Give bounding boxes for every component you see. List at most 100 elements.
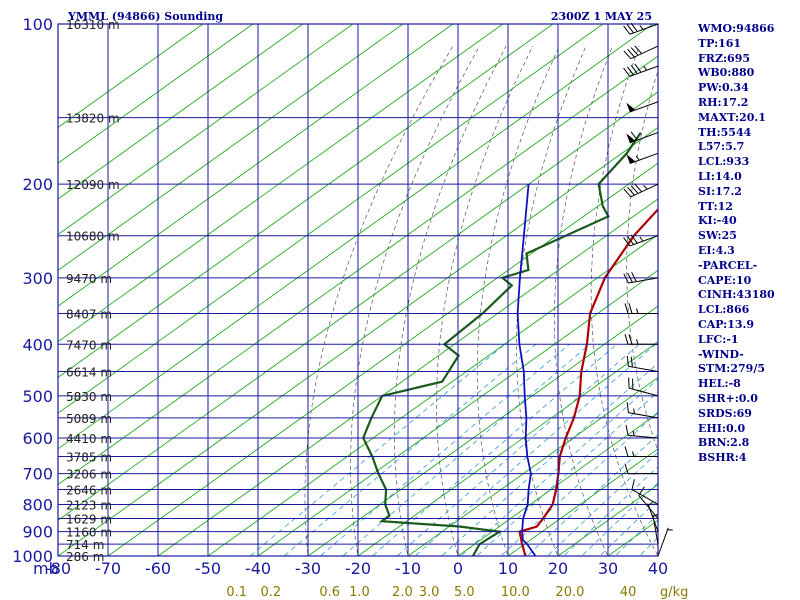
wind-barb: [623, 22, 659, 35]
mixing-ratio-label: 5.0: [454, 585, 475, 600]
pressure-tick-label: 200: [22, 175, 53, 194]
mixing-ratio-line: [546, 451, 658, 556]
sounding-index-item: SI:17.2: [698, 184, 742, 198]
sounding-index-item: BRN:2.8: [698, 436, 750, 450]
pressure-tick-label: 400: [22, 335, 53, 354]
mixing-ratio-line: [414, 343, 656, 556]
height-label: 4410 m: [66, 432, 112, 446]
sounding-index-item: BSHR:4: [698, 451, 747, 465]
mixing-ratio-line: [526, 434, 658, 556]
dry-adiabat-line: [350, 45, 480, 556]
height-label: 714 m: [66, 538, 104, 552]
mixing-ratio-label: 0.1: [226, 585, 247, 600]
temperature-tick-label: -20: [345, 559, 371, 578]
isotherm-line: [507, 448, 658, 556]
pressure-tick-label: 700: [22, 465, 53, 484]
wind-barb: [623, 63, 659, 77]
pressure-unit-label: mb: [33, 559, 59, 578]
plot-frame: [57, 23, 659, 557]
sounding-index-item: WMO:94866: [698, 22, 775, 35]
height-label: 1629 m: [66, 513, 112, 527]
sounding-index-item: -PARCEL-: [698, 258, 758, 272]
mixing-ratio-line: [476, 391, 658, 556]
pressure-tick-label: 100: [22, 15, 53, 34]
height-label: 10680 m: [66, 230, 120, 244]
mixing-ratio-line: [614, 513, 658, 556]
height-label: 16310 m: [66, 18, 120, 32]
temperature-tick-label: 40: [648, 559, 668, 578]
dry-adiabat-line: [304, 45, 454, 556]
wind-barb: [623, 272, 659, 284]
wind-barb: [626, 402, 659, 419]
temperature-tick-label: -50: [195, 559, 221, 578]
sounding-index-item: LCL:933: [698, 155, 750, 169]
height-label: 3785 m: [66, 451, 112, 465]
isotherm-line: [457, 412, 658, 556]
chart-title: YMML (94866) Sounding: [67, 10, 223, 23]
temperature-tick-label: -60: [145, 559, 171, 578]
plot-area: [58, 24, 800, 567]
height-label: 7470 m: [66, 338, 112, 352]
mixing-ratio-line: [581, 482, 658, 556]
isotherm-line: [407, 376, 658, 556]
sounding-index-item: WB0:880: [698, 66, 755, 80]
dry-adiabat-line: [516, 45, 587, 556]
temperature-tick-label: 30: [598, 559, 618, 578]
temperature-tick-label: 0: [453, 559, 463, 578]
sounding-index-item: SRDS:69: [698, 406, 752, 420]
sounding-index-item: -WIND-: [698, 347, 744, 361]
wind-barb: [624, 446, 658, 457]
height-label: 8407 m: [66, 307, 112, 321]
height-label: 286 m: [66, 550, 104, 564]
sounding-index-item: LI:14.0: [698, 169, 742, 183]
mixing-ratio-line: [249, 343, 506, 556]
wind-barb: [623, 45, 659, 60]
sounding-index-item: PW:0.34: [698, 81, 749, 95]
mixing-ratio-line: [599, 499, 658, 556]
wind-barb: [624, 303, 658, 314]
temperature-tick-label: 20: [548, 559, 568, 578]
wind-barb: [652, 513, 659, 545]
sounding-indices-panel: WMO:94866 TP:161 FRZ:695 WB0:880 PW:0.34 RH:1…: [698, 22, 775, 466]
sounding-index-item: EHI:0.0: [698, 421, 746, 435]
sounding-index-item: HEL:-8: [698, 377, 741, 391]
mixing-ratio-label: 0.2: [260, 585, 281, 600]
height-label: 2646 m: [66, 484, 112, 498]
wind-barb: [623, 234, 659, 247]
sounding-index-item: CAPE:10: [698, 273, 752, 287]
mixing-ratio-line: [319, 343, 570, 556]
mixing-ratio-label: 40: [620, 585, 637, 600]
mixing-ratio-line: [283, 343, 537, 556]
sounding-index-item: RH:17.2: [698, 95, 749, 109]
mixing-ratio-unit-label: g/kg: [660, 585, 688, 600]
height-label: 3206 m: [66, 468, 112, 482]
mixing-ratio-label: 20.0: [555, 585, 584, 600]
sounding-index-item: SW:25: [698, 229, 737, 243]
sounding-index-item: CINH:43180: [698, 288, 775, 302]
height-label: 9470 m: [66, 272, 112, 286]
mixing-ratio-line: [460, 378, 658, 556]
height-label: 1160 m: [66, 526, 112, 540]
sounding-index-item: TH:5544: [698, 125, 752, 139]
temperature-tick-label: -30: [295, 559, 321, 578]
temperature-tick-label: -40: [245, 559, 271, 578]
isotherm-line: [58, 24, 204, 129]
dry-adiabat-line: [789, 46, 800, 567]
pressure-tick-label: 500: [22, 387, 53, 406]
wind-barb: [638, 486, 659, 519]
sounding-index-item: KI:-40: [698, 214, 737, 228]
pressure-tick-label: 900: [22, 523, 53, 542]
height-label: 5089 m: [66, 412, 112, 426]
chart-datetime: 2300Z 1 MAY 25: [551, 10, 652, 23]
mixing-ratio-label: 2.0: [392, 585, 413, 600]
wind-barb: [624, 463, 658, 475]
mixing-ratio-label: 1.0: [349, 585, 370, 600]
temperature-tick-label: -80: [45, 559, 71, 578]
height-label: 5830 m: [66, 390, 112, 404]
temperature-tick-label: -10: [395, 559, 421, 578]
dry-adiabat-line: [394, 45, 507, 556]
wind-barb: [657, 527, 673, 557]
isotherm-line: [58, 24, 304, 200]
sounding-index-item: EI:4.3: [698, 243, 735, 257]
